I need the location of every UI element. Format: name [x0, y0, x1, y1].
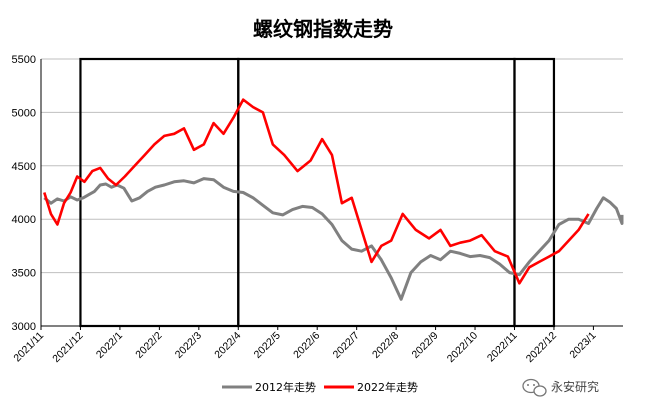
x-tick-label: 2022/7 — [331, 330, 362, 361]
y-tick-label: 5500 — [12, 54, 36, 66]
highlight-box — [79, 57, 240, 328]
series-line — [43, 177, 624, 301]
legend-label: 2012年走势 — [255, 380, 316, 394]
x-axis-ticks: 2021/11 2021/12 2022/1 2022/2 2022/3 2022/4 20… — [11, 326, 599, 365]
x-tick-label: 2022/6 — [291, 330, 322, 361]
x-tick-label: 2022/3 — [173, 330, 204, 361]
chart-title: 螺纹钢指数走势 — [253, 17, 393, 41]
x-tick-label: 2021/12 — [50, 330, 85, 365]
watermark: 永安研究 — [522, 378, 599, 397]
y-tick-label: 4000 — [12, 214, 36, 226]
x-tick-label: 2022/10 — [445, 330, 480, 365]
series-line — [43, 98, 590, 285]
x-tick-label: 2023/1 — [567, 330, 598, 361]
x-tick-label: 2022/11 — [485, 330, 520, 365]
x-tick-label: 2022/8 — [370, 330, 401, 361]
x-tick-label: 2022/4 — [212, 330, 243, 361]
x-tick-label: 2022/2 — [133, 330, 164, 361]
axes — [40, 59, 623, 327]
y-tick-label: 3500 — [12, 268, 36, 280]
wechat-icon — [522, 378, 547, 397]
x-tick-label: 2021/11 — [11, 330, 46, 365]
x-tick-label: 2022/1 — [94, 330, 125, 361]
highlight-boxes — [79, 57, 556, 328]
y-tick-label: 5000 — [12, 107, 36, 119]
y-axis-ticks: 3000 3500 4000 4500 5000 5500 — [12, 54, 36, 333]
highlight-box — [513, 57, 556, 328]
series-lines — [43, 98, 624, 301]
x-tick-label: 2022/12 — [524, 330, 559, 365]
highlight-box — [237, 57, 516, 328]
watermark-text: 永安研究 — [551, 379, 599, 394]
y-tick-label: 3000 — [12, 321, 36, 333]
y-tick-label: 4500 — [12, 161, 36, 173]
x-tick-label: 2022/5 — [252, 330, 283, 361]
legend-label: 2022年走势 — [357, 380, 418, 394]
x-tick-label: 2022/9 — [409, 330, 440, 361]
legend: 2012年走势 2022年走势 — [222, 380, 418, 394]
